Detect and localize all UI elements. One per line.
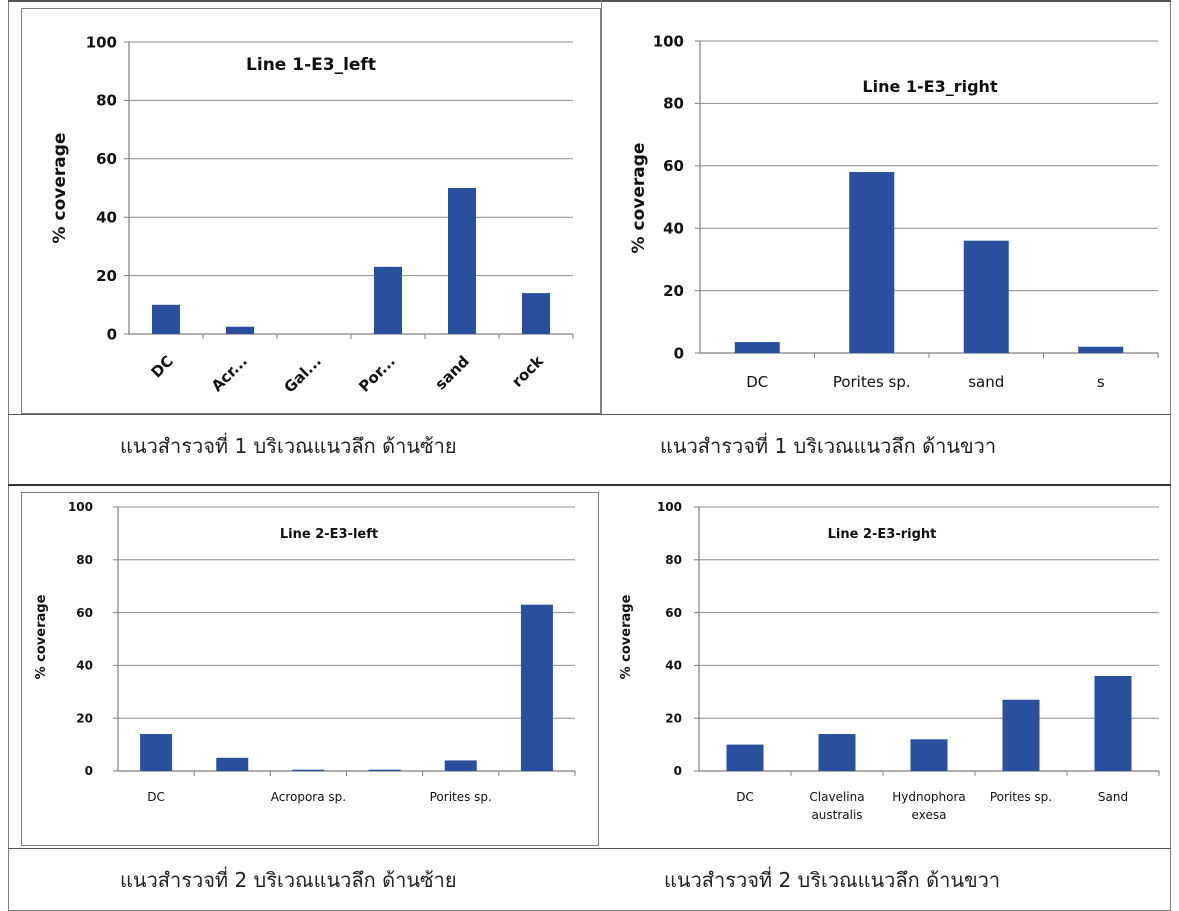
- chart-title: Line 2-E3-left: [280, 527, 378, 542]
- x-tick-label: Porites sp.: [430, 790, 492, 804]
- y-axis-label: % coverage: [34, 594, 49, 679]
- x-tick-label: Gal...: [281, 352, 325, 396]
- x-tick-label: s: [1097, 373, 1105, 391]
- chart-frame-3: [21, 492, 599, 846]
- x-tick-label: Hydnophora: [892, 790, 966, 804]
- bar: [140, 734, 173, 771]
- y-axis-label: % coverage: [629, 143, 649, 254]
- y-tick-label: 60: [663, 157, 684, 175]
- caption-line2-right: แนวสำรวจที่ 2 บริเวณแนวลึก ด้านขวา: [664, 868, 1001, 892]
- x-tick-label: Clavelina: [809, 790, 864, 804]
- caption-line1-right: แนวสำรวจที่ 1 บริเวณแนวลึก ด้านขวา: [660, 434, 997, 458]
- bar: [374, 266, 402, 334]
- x-tick-label: Porites sp.: [990, 790, 1052, 804]
- chart-line1-right: 0 20 40 60 80 100 DC Porites sp. sand s Line 1-E3_…: [629, 32, 1159, 391]
- x-tick-label: exesa: [912, 808, 947, 822]
- chart-title: Line 1-E3_right: [862, 77, 998, 96]
- y-axis-label: % coverage: [619, 594, 634, 679]
- y-tick-label: 80: [76, 553, 93, 567]
- bar: [226, 326, 254, 334]
- y-tick-label: 60: [96, 150, 117, 168]
- caption-line1-left: แนวสำรวจที่ 1 บริเวณแนวลึก ด้านซ้าย: [120, 434, 457, 458]
- y-tick-label: 0: [85, 764, 93, 778]
- bar: [1002, 699, 1040, 771]
- y-tick-label: 60: [76, 606, 93, 620]
- y-tick-label: 40: [96, 208, 117, 226]
- x-tick-label: australis: [811, 808, 862, 822]
- bar: [522, 293, 550, 334]
- y-tick-label: 80: [665, 553, 682, 567]
- x-tick-label: sand: [431, 352, 472, 393]
- bar: [520, 604, 553, 771]
- y-tick-label: 40: [663, 219, 684, 237]
- bar: [1078, 346, 1124, 353]
- x-tick-label: Porites sp.: [833, 373, 911, 391]
- bar: [849, 172, 895, 353]
- y-tick-label: 20: [663, 282, 684, 300]
- bar: [448, 188, 476, 334]
- y-tick-label: 0: [674, 764, 682, 778]
- bar: [444, 760, 477, 771]
- y-tick-label: 40: [76, 659, 93, 673]
- x-tick-label: Por...: [355, 352, 399, 396]
- x-tick-label: Sand: [1098, 790, 1128, 804]
- y-tick-label: 0: [107, 325, 117, 343]
- chart-line1-left: 0 20 40 60 80 100 DC Acr... Gal... Por... sand rock…: [50, 33, 574, 396]
- x-tick-label: rock: [508, 351, 547, 390]
- y-tick-label: 20: [665, 711, 682, 725]
- y-tick-label: 40: [665, 659, 682, 673]
- y-tick-label: 60: [665, 606, 682, 620]
- bar: [216, 757, 249, 771]
- bar: [726, 744, 764, 771]
- y-tick-label: 80: [663, 95, 684, 113]
- x-tick-label: DC: [736, 790, 754, 804]
- y-axis-label: % coverage: [50, 133, 70, 244]
- bar: [152, 304, 180, 334]
- bar: [1094, 675, 1132, 771]
- y-tick-label: 20: [96, 267, 117, 285]
- chart-line2-right: 0 20 40 60 80 100 DC Clavelina australis Hydnopho…: [619, 500, 1160, 822]
- divider-row2: [8, 484, 1171, 486]
- chart-title: Line 2-E3-right: [828, 527, 937, 542]
- y-tick-label: 80: [96, 92, 117, 110]
- y-tick-label: 100: [657, 500, 682, 514]
- y-tick-label: 100: [86, 33, 117, 51]
- chart-line2-left: 0 20 40 60 80 100 DC Acropora sp. Porites sp. Lin…: [34, 500, 576, 804]
- x-tick-label: sand: [968, 373, 1004, 391]
- chart-title: Line 1-E3_left: [246, 55, 376, 75]
- caption-line2-left: แนวสำรวจที่ 2 บริเวณแนวลึก ด้านซ้าย: [120, 868, 457, 892]
- bar: [910, 739, 948, 771]
- x-tick-label: DC: [746, 373, 768, 391]
- bar: [368, 769, 401, 771]
- x-tick-label: Acropora sp.: [271, 790, 346, 804]
- bar: [818, 734, 856, 771]
- x-tick-label: DC: [148, 352, 177, 381]
- divider-caption1: [8, 414, 1171, 415]
- x-tick-label: Acr...: [208, 352, 251, 395]
- y-tick-label: 100: [68, 500, 93, 514]
- x-tick-label: DC: [147, 790, 165, 804]
- divider-top: [8, 0, 1171, 2]
- bar: [963, 240, 1009, 353]
- y-tick-label: 100: [653, 32, 684, 50]
- y-tick-label: 20: [76, 711, 93, 725]
- chart-frame-1: [21, 8, 601, 414]
- bar: [292, 769, 325, 771]
- y-tick-label: 0: [674, 344, 684, 362]
- bar: [734, 342, 780, 353]
- divider-col1: [601, 0, 602, 414]
- divider-caption2: [8, 848, 1171, 849]
